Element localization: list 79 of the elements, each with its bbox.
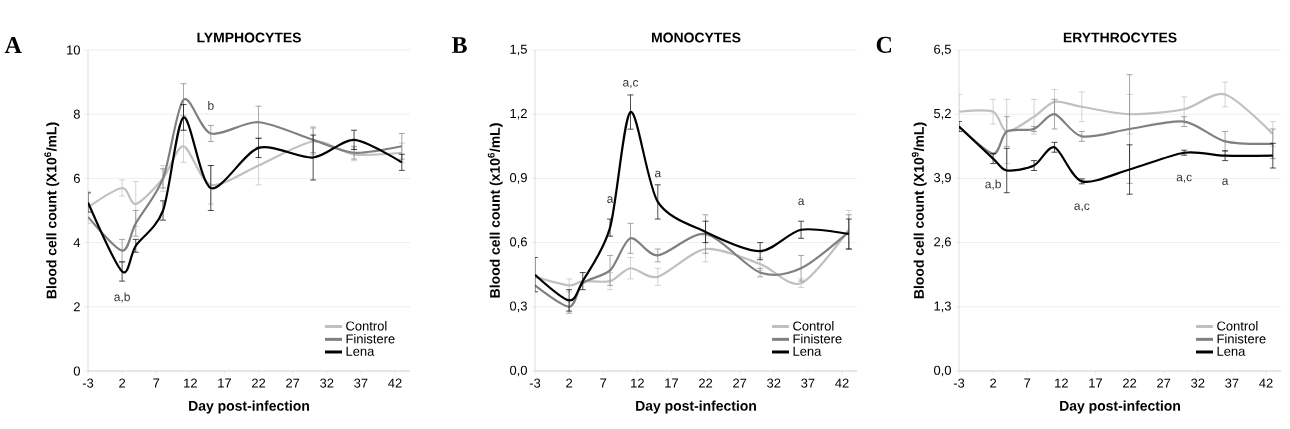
annotation: a	[654, 170, 662, 178]
y-tick-label: 6,5	[934, 44, 951, 56]
y-tick-label: 3,9	[933, 173, 951, 184]
x-tick-label: 17	[665, 378, 678, 388]
x-tick-label: 12	[1055, 378, 1068, 388]
x-tick-label: 12	[184, 378, 197, 388]
y-tick-label: 0,0	[509, 365, 527, 377]
x-tick-label: 7	[1024, 378, 1031, 388]
legend-label: Control	[793, 321, 834, 331]
chart-title: MONOCYTES	[652, 32, 741, 43]
y-axis-title: Blood cell count (X10$^{9}$/mL)	[911, 122, 927, 299]
x-tick-label: 37	[1225, 378, 1239, 388]
y-tick-label: 0	[73, 366, 80, 376]
legend-label: Control	[346, 321, 387, 331]
y-axis-title: Blood cell count (x10$^{6}$/mL)	[487, 123, 503, 298]
x-tick-label: 2	[566, 378, 573, 388]
annotation: a,c	[623, 80, 639, 89]
annotation: a,c	[1176, 174, 1192, 183]
y-tick-label: 0,6	[509, 237, 527, 248]
y-tick-label: 8	[73, 109, 80, 119]
y-tick-label: 0,9	[509, 173, 527, 184]
annotation: a,b	[985, 179, 1001, 190]
x-tick-label: 32	[1191, 378, 1205, 388]
x-tick-label: -3	[529, 378, 541, 388]
legend-label: Finistere	[793, 333, 842, 344]
x-tick-label: 22	[699, 378, 713, 388]
x-tick-label: 37	[801, 378, 815, 388]
annotation: a	[1222, 178, 1229, 185]
x-tick-label: -3	[82, 378, 94, 388]
x-tick-label: 32	[767, 378, 781, 388]
x-tick-label: 27	[286, 378, 300, 388]
x-tick-label: 27	[733, 378, 747, 388]
y-tick-label: 10	[67, 45, 80, 55]
y-axis-title: Blood cell count (X10$^{6}$/mL)	[44, 122, 60, 299]
x-tick-label: 42	[1259, 378, 1273, 388]
annotation: a,b	[114, 292, 130, 303]
y-tick-label: 2,6	[934, 237, 951, 248]
x-tick-label: 32	[320, 378, 334, 388]
legend-label: Finistere	[1217, 333, 1266, 344]
y-tick-label: 4	[73, 238, 81, 248]
x-tick-label: 12	[631, 378, 644, 388]
x-tick-label: 2	[119, 378, 126, 388]
y-tick-label: 5,2	[934, 108, 951, 120]
annotation: a,c	[1074, 203, 1090, 212]
annotation: a	[798, 198, 805, 206]
legend-label: Control	[1217, 321, 1258, 331]
x-tick-label: 7	[153, 378, 160, 388]
legend-label: Finistere	[346, 333, 395, 344]
chart-title: ERYTHROCYTES	[1063, 32, 1177, 43]
text: A	[4, 37, 22, 53]
y-tick-label: 2	[73, 302, 80, 312]
x-tick-label: 27	[1157, 378, 1171, 388]
x-tick-label: 22	[1123, 378, 1137, 388]
x-tick-label: 17	[218, 378, 231, 388]
x-tick-label: 7	[600, 378, 607, 388]
annotation: b	[208, 101, 214, 110]
x-tick-label: 42	[835, 378, 849, 388]
x-tick-label: 17	[1089, 378, 1102, 388]
y-tick-label: 6	[73, 173, 80, 183]
x-tick-label: 37	[354, 378, 368, 388]
y-tick-label: 0,3	[509, 301, 527, 313]
text: C	[876, 36, 892, 53]
x-axis-title: Day post-infection	[636, 400, 756, 414]
y-tick-label: 0,0	[933, 365, 951, 377]
annotation: a	[607, 196, 614, 203]
chart-title: LYMPHOCYTES	[197, 32, 301, 43]
x-tick-label: -3	[953, 378, 965, 388]
legend-label: Lena	[346, 346, 375, 356]
x-axis-title: Day post-infection	[189, 400, 309, 414]
legend-label: Lena	[793, 346, 822, 356]
y-tick-label: 1,5	[510, 44, 527, 56]
x-tick-label: 22	[252, 378, 266, 388]
text: B	[451, 37, 467, 53]
y-tick-label: 1,2	[510, 108, 527, 120]
legend-label: Lena	[1217, 346, 1246, 356]
x-tick-label: 42	[388, 378, 402, 388]
x-tick-label: 2	[990, 378, 997, 388]
x-axis-title: Day post-infection	[1060, 400, 1180, 414]
y-tick-label: 1,3	[934, 301, 951, 313]
